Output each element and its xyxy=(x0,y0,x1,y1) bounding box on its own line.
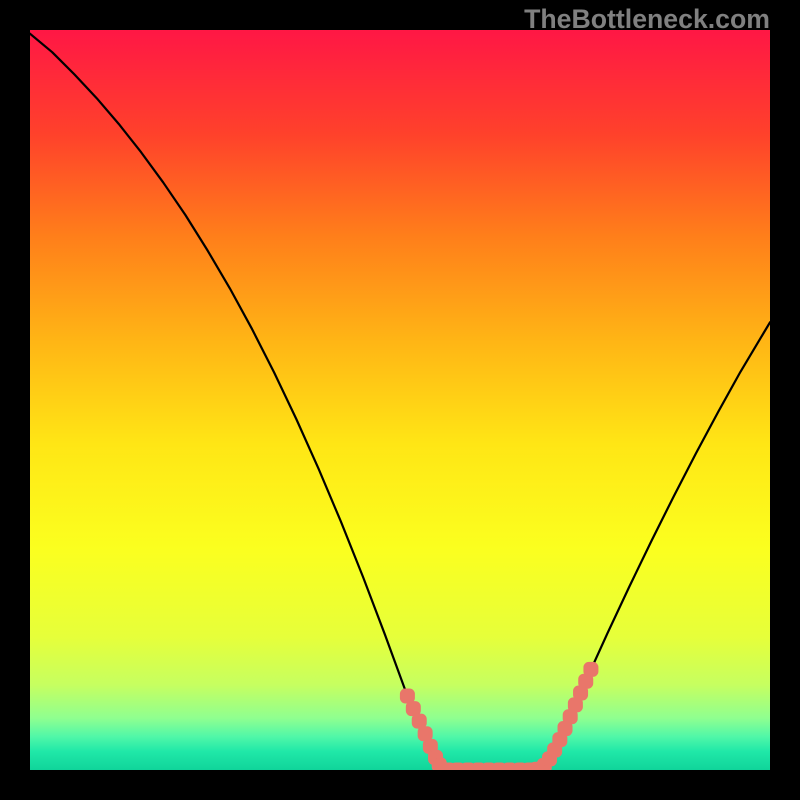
chart-marker xyxy=(400,689,414,703)
chart-svg xyxy=(30,30,770,770)
chart-plot-area xyxy=(30,30,770,770)
chart-marker xyxy=(584,662,598,676)
chart-background xyxy=(30,30,770,770)
chart-marker xyxy=(412,714,426,728)
watermark-text: TheBottleneck.com xyxy=(524,4,770,35)
chart-marker xyxy=(418,727,432,741)
chart-marker xyxy=(406,702,420,716)
